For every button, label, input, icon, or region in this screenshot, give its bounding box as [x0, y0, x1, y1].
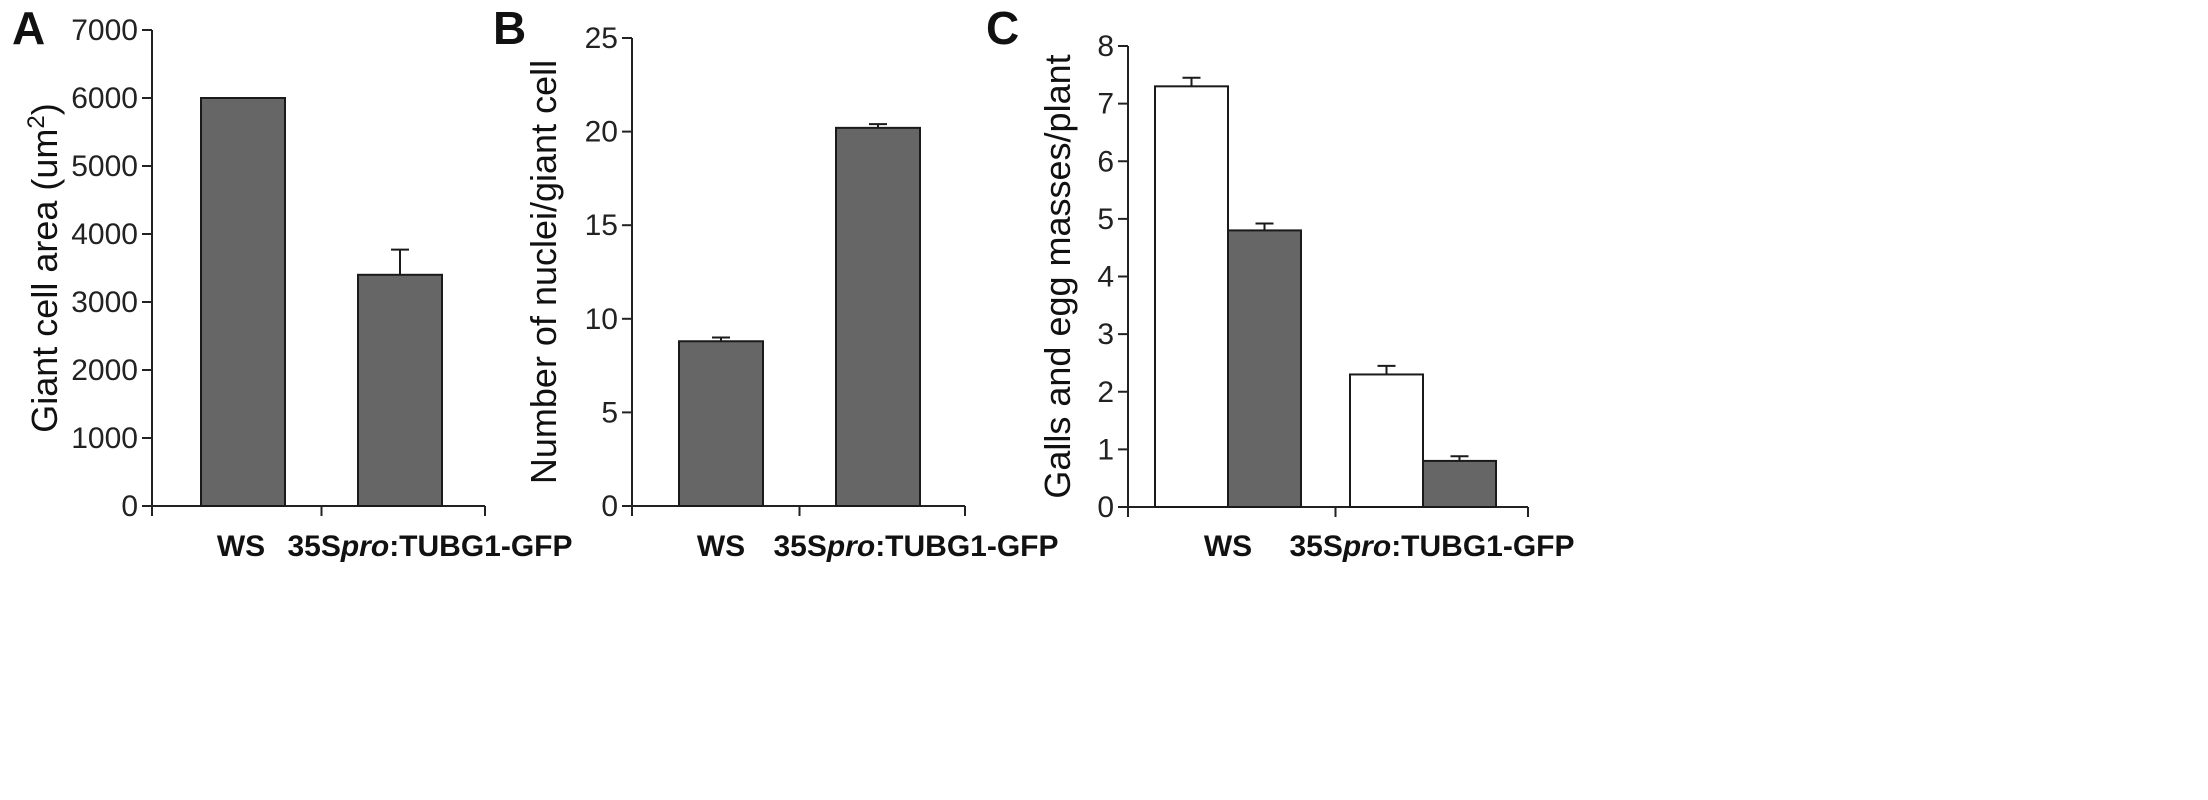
y-tick-label: 3: [1097, 318, 1114, 351]
y-tick-label: 6: [1097, 145, 1114, 178]
y-tick-label: 0: [601, 490, 618, 523]
y-axis-title: Galls and egg masses/plant: [1037, 54, 1078, 498]
y-tick-label: 5: [1097, 203, 1114, 236]
panel-letter: B: [493, 2, 526, 54]
x-category-label: WS: [697, 530, 745, 563]
x-category-label: 35Spro:TUBG1-GFP: [1289, 530, 1574, 563]
bar: [357, 273, 443, 507]
y-tick-label: 15: [585, 209, 618, 242]
bar: [1422, 459, 1497, 508]
x-category-label: 35Spro:TUBG1-GFP: [287, 530, 572, 563]
y-tick-label: 5000: [71, 150, 138, 183]
bar: [1154, 85, 1229, 509]
bar: [1227, 229, 1302, 508]
y-axis-title: Giant cell area (um2): [23, 103, 66, 432]
y-tick-label: 1: [1097, 433, 1114, 466]
y-tick-label: 20: [585, 116, 618, 149]
y-tick-label: 25: [585, 22, 618, 55]
y-tick-label: 0: [121, 490, 138, 523]
y-tick-label: 2000: [71, 354, 138, 387]
y-tick-label: 2: [1097, 376, 1114, 409]
panel-a: A 0 1000 2000 3000 4000 5000 6000 7000 WS 35Spro:T…: [12, 2, 573, 563]
y-tick-label: 7: [1097, 88, 1114, 121]
y-tick-label: 10: [585, 303, 618, 336]
y-tick-label: 8: [1097, 30, 1114, 63]
y-axis-title: Number of nuclei/giant cell: [523, 60, 564, 484]
y-tick-label: 7000: [71, 14, 138, 47]
x-category-label: WS: [1204, 530, 1252, 563]
panel-letter: A: [12, 2, 45, 54]
y-tick-label: 4: [1097, 261, 1114, 294]
y-tick-label: 1000: [71, 422, 138, 455]
y-tick-label: 5: [601, 396, 618, 429]
x-category-label: WS: [217, 530, 265, 563]
panel-b: B 0 5 10 15 20 25 WS 35Spro:TUBG1-GFP Number of n…: [493, 2, 1059, 563]
panel-letter: C: [986, 2, 1019, 54]
y-tick-label: 4000: [71, 218, 138, 251]
bar: [200, 97, 286, 507]
bar: [678, 340, 764, 507]
y-tick-label: 0: [1097, 491, 1114, 524]
bar: [1349, 373, 1424, 508]
bar: [835, 126, 921, 508]
y-tick-label: 6000: [71, 82, 138, 115]
panel-c: C 0 1 2 3 4 5 6 7 8 WS 35Spro:TUBG1-GFP Galls and eg…: [986, 2, 1575, 563]
y-tick-label: 3000: [71, 286, 138, 319]
x-category-label: 35Spro:TUBG1-GFP: [773, 530, 1058, 563]
